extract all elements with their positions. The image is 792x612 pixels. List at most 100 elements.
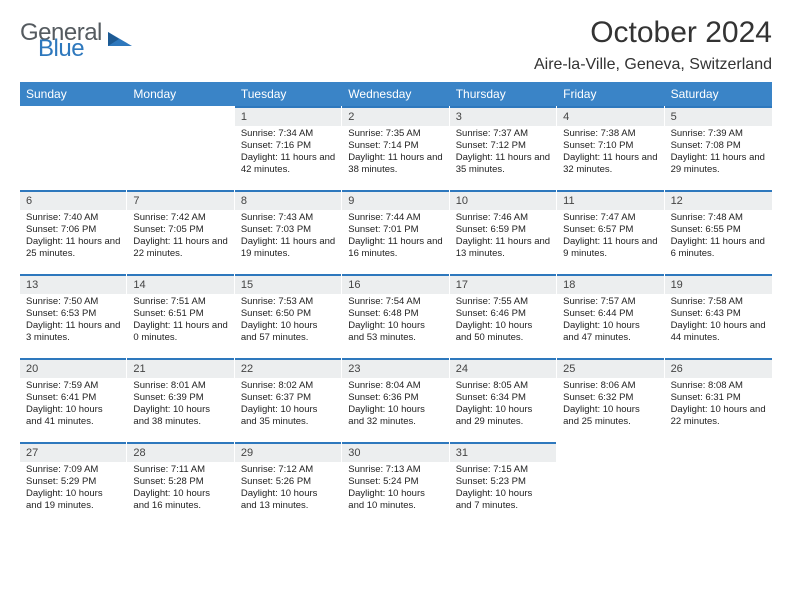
calendar-cell: 31Sunrise: 7:15 AMSunset: 5:23 PMDayligh… xyxy=(450,442,557,526)
day-details: Sunrise: 7:47 AMSunset: 6:57 PMDaylight:… xyxy=(557,210,663,264)
day-details: Sunrise: 7:38 AMSunset: 7:10 PMDaylight:… xyxy=(557,126,663,180)
day-details: Sunrise: 7:44 AMSunset: 7:01 PMDaylight:… xyxy=(342,210,448,264)
day-details: Sunrise: 7:37 AMSunset: 7:12 PMDaylight:… xyxy=(450,126,556,180)
calendar-cell: 17Sunrise: 7:55 AMSunset: 6:46 PMDayligh… xyxy=(450,274,557,358)
calendar-cell: 20Sunrise: 7:59 AMSunset: 6:41 PMDayligh… xyxy=(20,358,127,442)
daylight-line: Daylight: 11 hours and 38 minutes. xyxy=(348,152,442,176)
calendar-cell xyxy=(20,106,127,190)
day-number: 14 xyxy=(127,274,233,294)
sunset-line: Sunset: 7:03 PM xyxy=(241,224,335,236)
daylight-line: Daylight: 10 hours and 13 minutes. xyxy=(241,488,335,512)
sunset-line: Sunset: 6:43 PM xyxy=(671,308,766,320)
brand-text: General Blue xyxy=(20,22,102,59)
day-number: 25 xyxy=(557,358,663,378)
sunset-line: Sunset: 7:01 PM xyxy=(348,224,442,236)
sunset-line: Sunset: 6:32 PM xyxy=(563,392,657,404)
daylight-line: Daylight: 11 hours and 0 minutes. xyxy=(133,320,227,344)
sunset-line: Sunset: 6:46 PM xyxy=(456,308,550,320)
calendar-cell: 6Sunrise: 7:40 AMSunset: 7:06 PMDaylight… xyxy=(20,190,127,274)
calendar-cell: 23Sunrise: 8:04 AMSunset: 6:36 PMDayligh… xyxy=(342,358,449,442)
day-number: 21 xyxy=(127,358,233,378)
daylight-line: Daylight: 10 hours and 7 minutes. xyxy=(456,488,550,512)
day-number: 10 xyxy=(450,190,556,210)
daylight-line: Daylight: 11 hours and 9 minutes. xyxy=(563,236,657,260)
day-details: Sunrise: 7:50 AMSunset: 6:53 PMDaylight:… xyxy=(20,294,126,348)
calendar-cell: 3Sunrise: 7:37 AMSunset: 7:12 PMDaylight… xyxy=(450,106,557,190)
daylight-line: Daylight: 10 hours and 10 minutes. xyxy=(348,488,442,512)
sunrise-line: Sunrise: 7:57 AM xyxy=(563,296,657,308)
day-details: Sunrise: 7:57 AMSunset: 6:44 PMDaylight:… xyxy=(557,294,663,348)
day-details: Sunrise: 7:15 AMSunset: 5:23 PMDaylight:… xyxy=(450,462,556,516)
day-details: Sunrise: 7:53 AMSunset: 6:50 PMDaylight:… xyxy=(235,294,341,348)
sunrise-line: Sunrise: 7:11 AM xyxy=(133,464,227,476)
sunset-line: Sunset: 6:55 PM xyxy=(671,224,766,236)
sunset-line: Sunset: 6:34 PM xyxy=(456,392,550,404)
day-details xyxy=(127,126,233,132)
calendar-week: 13Sunrise: 7:50 AMSunset: 6:53 PMDayligh… xyxy=(20,274,772,358)
day-details: Sunrise: 7:51 AMSunset: 6:51 PMDaylight:… xyxy=(127,294,233,348)
day-details xyxy=(20,126,126,132)
daylight-line: Daylight: 10 hours and 53 minutes. xyxy=(348,320,442,344)
daylight-line: Daylight: 11 hours and 3 minutes. xyxy=(26,320,120,344)
day-number: 5 xyxy=(665,106,772,126)
daylight-line: Daylight: 10 hours and 44 minutes. xyxy=(671,320,766,344)
calendar-cell: 1Sunrise: 7:34 AMSunset: 7:16 PMDaylight… xyxy=(235,106,342,190)
day-details: Sunrise: 7:13 AMSunset: 5:24 PMDaylight:… xyxy=(342,462,448,516)
sunset-line: Sunset: 6:36 PM xyxy=(348,392,442,404)
sunset-line: Sunset: 6:41 PM xyxy=(26,392,120,404)
sunrise-line: Sunrise: 7:39 AM xyxy=(671,128,766,140)
calendar-cell: 9Sunrise: 7:44 AMSunset: 7:01 PMDaylight… xyxy=(342,190,449,274)
day-number: 28 xyxy=(127,442,233,462)
sunrise-line: Sunrise: 7:48 AM xyxy=(671,212,766,224)
sunset-line: Sunset: 6:59 PM xyxy=(456,224,550,236)
day-details: Sunrise: 8:08 AMSunset: 6:31 PMDaylight:… xyxy=(665,378,772,432)
calendar-cell: 8Sunrise: 7:43 AMSunset: 7:03 PMDaylight… xyxy=(235,190,342,274)
daylight-line: Daylight: 10 hours and 32 minutes. xyxy=(348,404,442,428)
day-number: 9 xyxy=(342,190,448,210)
day-number xyxy=(665,442,772,462)
title-block: October 2024 Aire-la-Ville, Geneva, Swit… xyxy=(534,16,772,74)
calendar-cell xyxy=(127,106,234,190)
sunrise-line: Sunrise: 7:54 AM xyxy=(348,296,442,308)
day-number: 13 xyxy=(20,274,126,294)
calendar-cell: 18Sunrise: 7:57 AMSunset: 6:44 PMDayligh… xyxy=(557,274,664,358)
sunrise-line: Sunrise: 7:13 AM xyxy=(348,464,442,476)
calendar-body: 1Sunrise: 7:34 AMSunset: 7:16 PMDaylight… xyxy=(20,106,772,526)
sunrise-line: Sunrise: 7:42 AM xyxy=(133,212,227,224)
day-number: 24 xyxy=(450,358,556,378)
sunrise-line: Sunrise: 8:04 AM xyxy=(348,380,442,392)
day-number: 31 xyxy=(450,442,556,462)
sunrise-line: Sunrise: 8:08 AM xyxy=(671,380,766,392)
sunrise-line: Sunrise: 7:58 AM xyxy=(671,296,766,308)
daylight-line: Daylight: 10 hours and 35 minutes. xyxy=(241,404,335,428)
calendar-cell: 12Sunrise: 7:48 AMSunset: 6:55 PMDayligh… xyxy=(665,190,772,274)
day-number: 4 xyxy=(557,106,663,126)
calendar-cell: 10Sunrise: 7:46 AMSunset: 6:59 PMDayligh… xyxy=(450,190,557,274)
day-details: Sunrise: 7:35 AMSunset: 7:14 PMDaylight:… xyxy=(342,126,448,180)
daylight-line: Daylight: 11 hours and 25 minutes. xyxy=(26,236,120,260)
sunrise-line: Sunrise: 7:12 AM xyxy=(241,464,335,476)
sunrise-line: Sunrise: 7:09 AM xyxy=(26,464,120,476)
daylight-line: Daylight: 11 hours and 19 minutes. xyxy=(241,236,335,260)
header: General Blue October 2024 Aire-la-Ville,… xyxy=(20,16,772,74)
brand-flag-icon xyxy=(108,28,134,53)
sunset-line: Sunset: 7:10 PM xyxy=(563,140,657,152)
calendar-cell: 13Sunrise: 7:50 AMSunset: 6:53 PMDayligh… xyxy=(20,274,127,358)
daylight-line: Daylight: 10 hours and 38 minutes. xyxy=(133,404,227,428)
calendar-cell: 7Sunrise: 7:42 AMSunset: 7:05 PMDaylight… xyxy=(127,190,234,274)
day-number: 7 xyxy=(127,190,233,210)
day-details: Sunrise: 7:42 AMSunset: 7:05 PMDaylight:… xyxy=(127,210,233,264)
calendar-cell xyxy=(665,442,772,526)
daylight-line: Daylight: 10 hours and 47 minutes. xyxy=(563,320,657,344)
calendar-cell xyxy=(557,442,664,526)
daylight-line: Daylight: 10 hours and 41 minutes. xyxy=(26,404,120,428)
sunrise-line: Sunrise: 7:34 AM xyxy=(241,128,335,140)
day-number: 20 xyxy=(20,358,126,378)
sunset-line: Sunset: 6:48 PM xyxy=(348,308,442,320)
daylight-line: Daylight: 10 hours and 29 minutes. xyxy=(456,404,550,428)
calendar-cell: 11Sunrise: 7:47 AMSunset: 6:57 PMDayligh… xyxy=(557,190,664,274)
month-title: October 2024 xyxy=(534,16,772,50)
day-number: 8 xyxy=(235,190,341,210)
daylight-line: Daylight: 11 hours and 6 minutes. xyxy=(671,236,766,260)
day-details: Sunrise: 8:05 AMSunset: 6:34 PMDaylight:… xyxy=(450,378,556,432)
